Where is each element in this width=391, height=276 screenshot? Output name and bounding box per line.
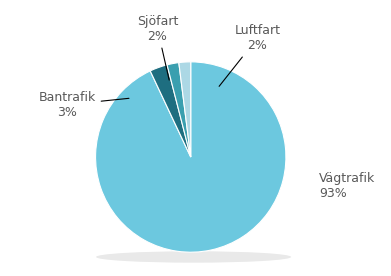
Wedge shape xyxy=(150,65,191,157)
Wedge shape xyxy=(179,62,191,157)
Wedge shape xyxy=(95,62,286,252)
Text: Bantrafik
3%: Bantrafik 3% xyxy=(38,91,129,119)
Text: Sjöfart
2%: Sjöfart 2% xyxy=(137,15,178,80)
Ellipse shape xyxy=(96,251,291,263)
Text: Vägtrafik
93%: Vägtrafik 93% xyxy=(319,172,375,200)
Wedge shape xyxy=(167,63,191,157)
Text: Luftfart
2%: Luftfart 2% xyxy=(219,24,280,86)
